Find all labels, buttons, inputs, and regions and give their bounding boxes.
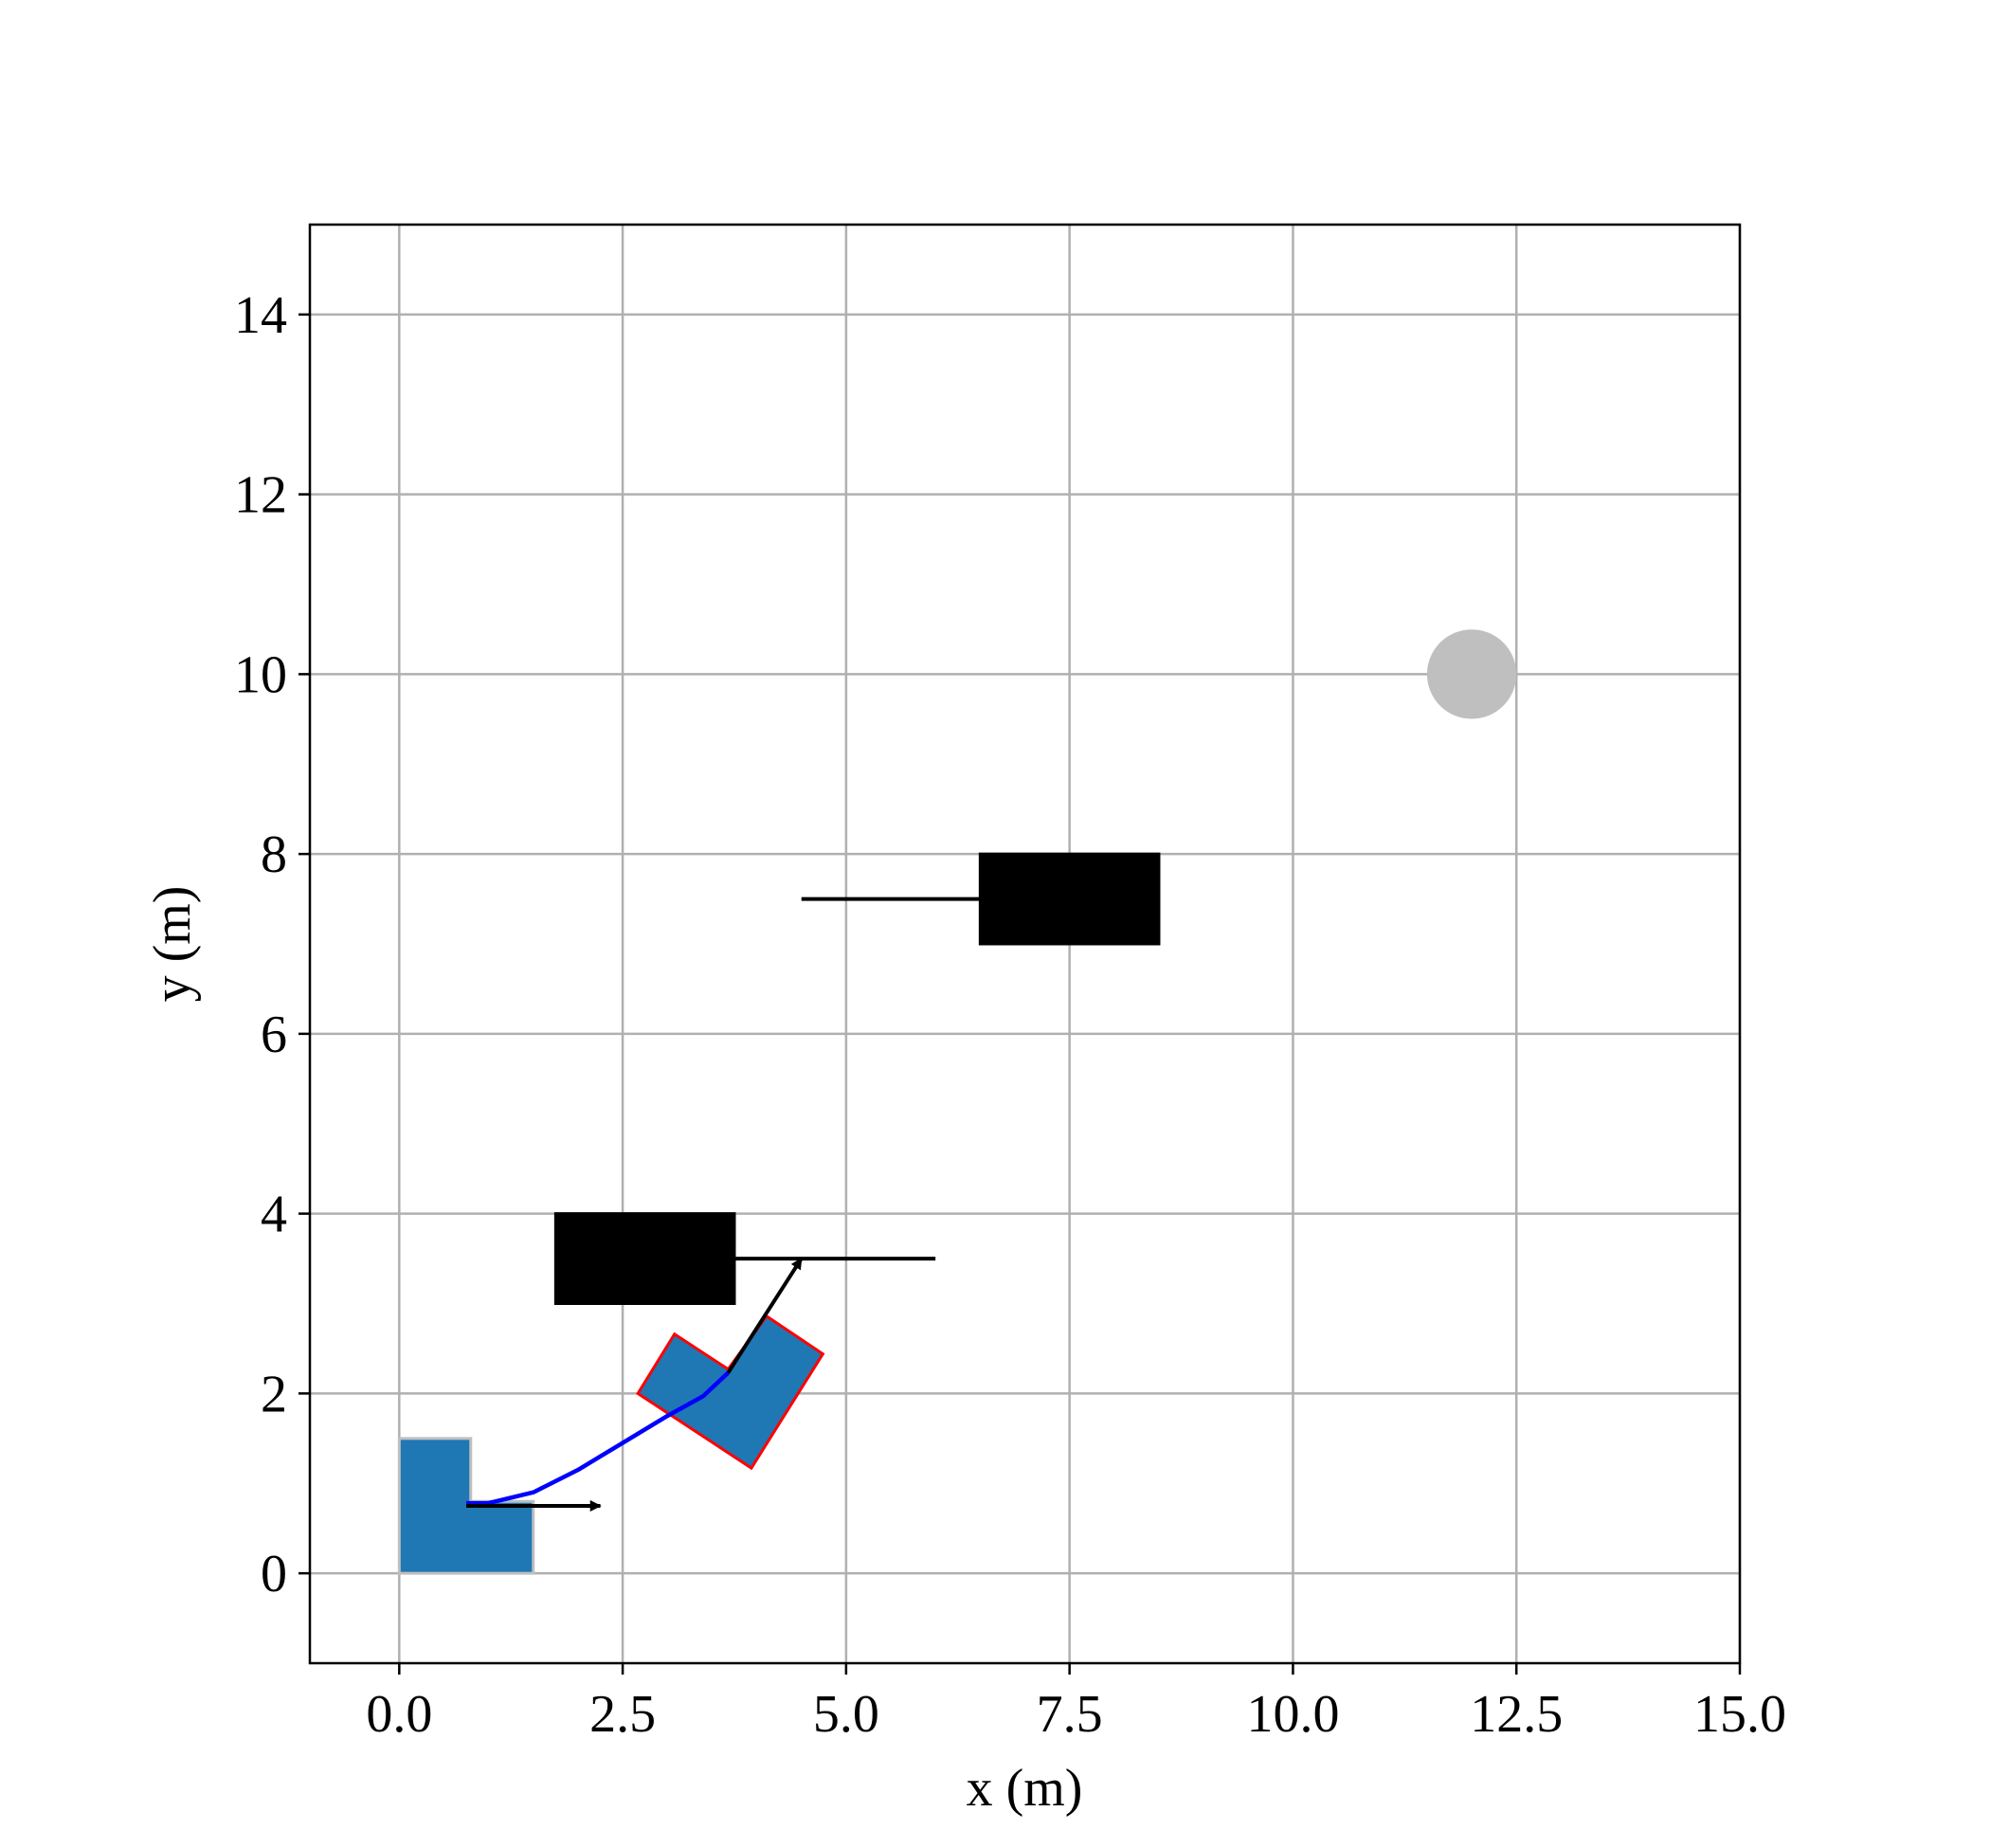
trajectory [466,1370,730,1506]
x-tick-label: 2.5 [589,1685,656,1744]
shape [553,1212,736,1305]
y-tick-label: 2 [261,1365,287,1423]
y-tick-label: 4 [261,1186,287,1244]
y-tick-label: 12 [234,466,287,525]
heading-arrow [726,1257,804,1374]
x-tick-label: 12.5 [1470,1685,1563,1744]
x-axis-label: x (m) [967,1759,1083,1818]
shape [636,1314,825,1471]
y-tick-label: 14 [234,286,287,345]
x-tick-label: 7.5 [1037,1685,1103,1744]
x-tick-label: 0.0 [366,1685,432,1744]
x-tick-label: 15.0 [1693,1685,1786,1744]
y-tick-label: 6 [261,1006,287,1064]
y-tick-label: 10 [234,645,287,704]
y-tick-label: 0 [261,1545,287,1603]
shape [978,852,1161,946]
goal [1426,629,1517,719]
y-tick-label: 8 [261,825,287,884]
x-tick-label: 10.0 [1246,1685,1339,1744]
x-tick-label: 5.0 [813,1685,879,1744]
y-axis-label: y (m) [143,886,202,1003]
plot-area [310,225,1742,1663]
axes-frame [308,223,1742,1665]
